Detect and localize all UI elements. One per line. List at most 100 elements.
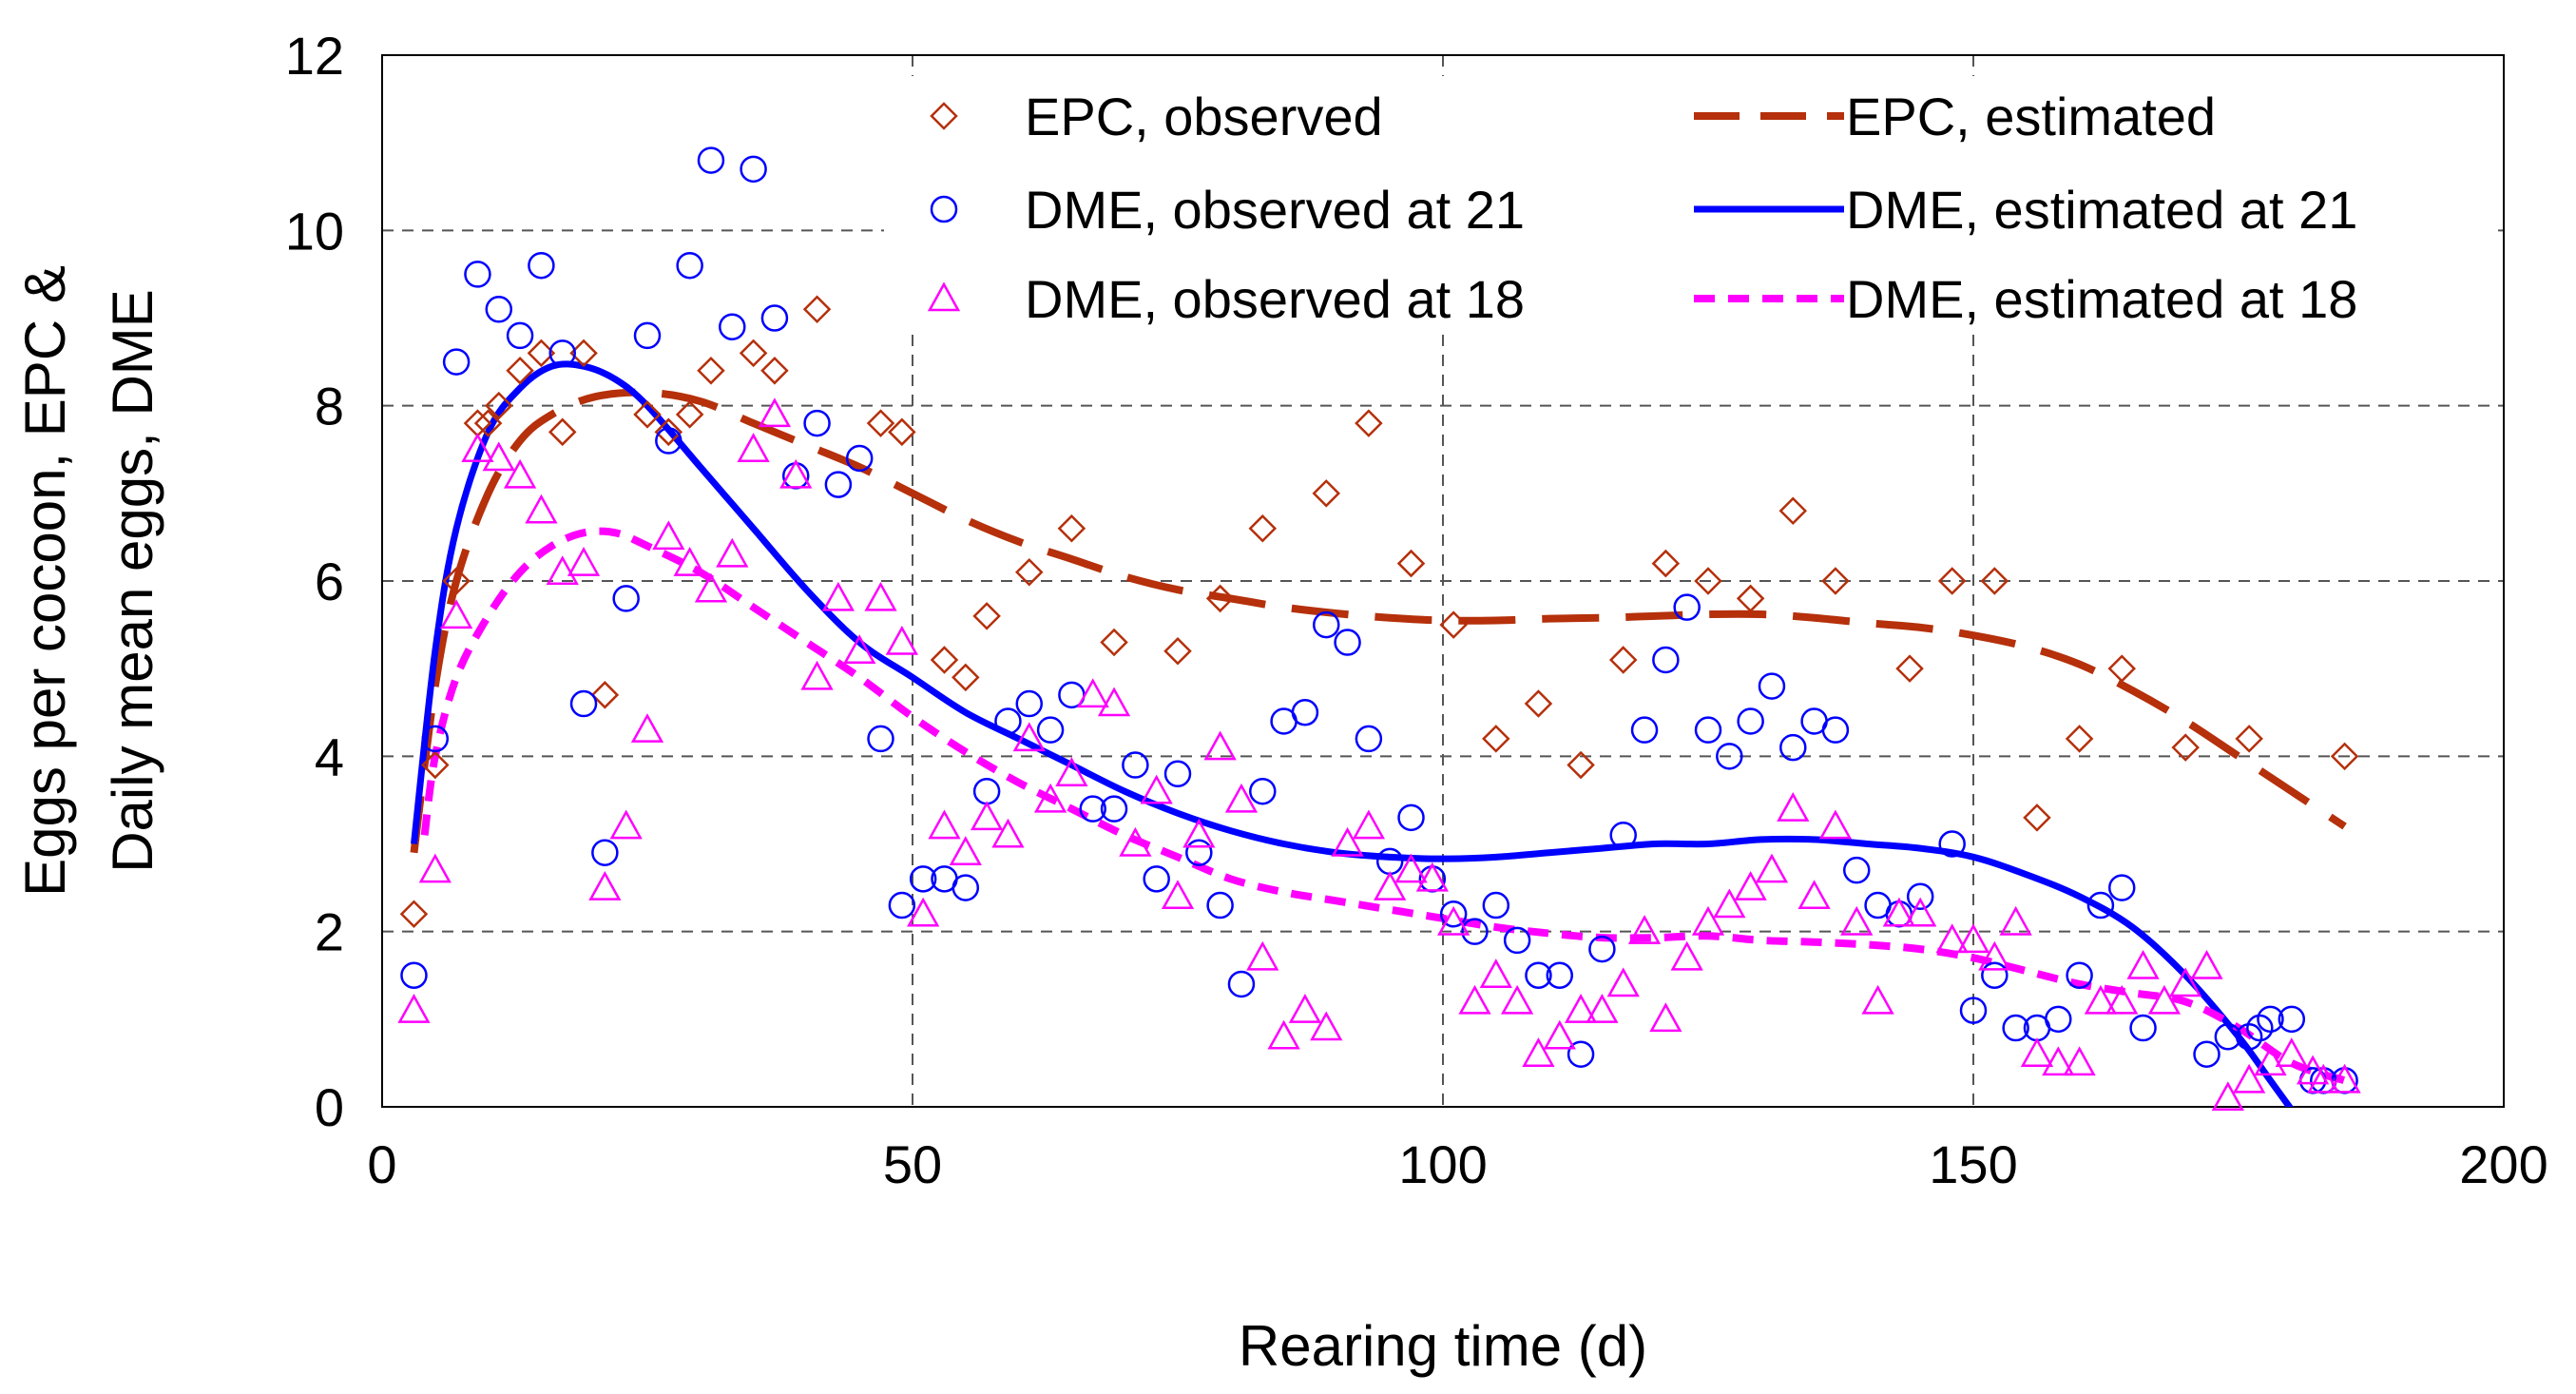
legend-label: EPC, estimated bbox=[1846, 87, 2216, 146]
point-dme-observed-at-18 bbox=[1203, 730, 1237, 761]
point-epc-observed bbox=[1439, 610, 1468, 639]
y-tick-label: 10 bbox=[285, 201, 344, 261]
point-epc-observed bbox=[1312, 479, 1341, 508]
point-dme-observed-at-21 bbox=[2278, 1005, 2306, 1034]
point-dme-observed-at-18 bbox=[397, 994, 431, 1023]
point-dme-observed-at-21 bbox=[528, 251, 555, 280]
point-dme-observed-at-21 bbox=[1546, 961, 1574, 989]
point-dme-observed-at-18 bbox=[1182, 818, 1216, 848]
point-dme-observed-at-18 bbox=[864, 581, 897, 611]
y-tick-label: 0 bbox=[315, 1077, 344, 1137]
point-dme-observed-at-21 bbox=[1981, 961, 2009, 989]
point-dme-observed-at-21 bbox=[655, 427, 682, 455]
point-dme-observed-at-18 bbox=[2307, 1063, 2340, 1094]
point-dme-observed-at-18 bbox=[546, 555, 579, 586]
point-epc-observed bbox=[2107, 654, 2137, 683]
legend-marker bbox=[930, 102, 958, 130]
point-dme-observed-at-18 bbox=[1797, 880, 1831, 910]
point-epc-observed bbox=[473, 409, 503, 437]
legend-marker bbox=[927, 281, 961, 312]
point-epc-observed bbox=[1014, 558, 1044, 587]
point-dme-observed-at-18 bbox=[482, 441, 515, 472]
point-dme-observed-at-21 bbox=[1015, 689, 1044, 718]
point-epc-observed bbox=[1524, 689, 1553, 718]
point-dme-observed-at-21 bbox=[1525, 961, 1552, 989]
point-dme-observed-at-18 bbox=[1458, 984, 1491, 1015]
point-dme-observed-at-21 bbox=[400, 961, 428, 989]
point-dme-observed-at-21 bbox=[1355, 725, 1383, 753]
point-dme-observed-at-21 bbox=[2214, 1023, 2242, 1051]
point-dme-observed-at-21 bbox=[1938, 830, 1966, 858]
point-dme-observed-at-21 bbox=[1737, 707, 1764, 735]
point-dme-observed-at-21 bbox=[633, 321, 662, 350]
point-dme-observed-at-21 bbox=[1694, 716, 1722, 744]
legend-label: EPC, observed bbox=[1025, 87, 1383, 146]
point-dme-observed-at-18 bbox=[1670, 940, 1703, 971]
point-dme-observed-at-18 bbox=[907, 897, 940, 927]
point-dme-observed-at-18 bbox=[1012, 722, 1046, 752]
point-dme-observed-at-21 bbox=[485, 296, 513, 323]
point-dme-observed-at-18 bbox=[1500, 984, 1534, 1015]
y-axis-title-line-1: Eggs per cocoon, EPC & bbox=[13, 265, 77, 897]
y-axis-ticks: 0 2 4 6 8 10 12 bbox=[285, 26, 344, 1137]
point-dme-observed-at-21 bbox=[1397, 803, 1425, 832]
point-epc-observed bbox=[1567, 750, 1595, 780]
curve-dme-estimated-at-18 bbox=[420, 527, 2346, 1085]
point-dme-observed-at-18 bbox=[1713, 888, 1746, 919]
point-dme-observed-at-18 bbox=[1904, 897, 1937, 927]
point-dme-observed-at-18 bbox=[2254, 1046, 2287, 1076]
point-dme-observed-at-18 bbox=[1437, 905, 1471, 936]
point-epc-observed bbox=[1396, 549, 1426, 578]
point-dme-observed-at-18 bbox=[525, 494, 558, 524]
point-dme-observed-at-18 bbox=[2042, 1046, 2075, 1076]
point-dme-observed-at-18 bbox=[1627, 915, 1662, 944]
point-epc-observed bbox=[866, 409, 895, 437]
point-dme-observed-at-21 bbox=[1482, 891, 1510, 920]
y-axis-title-line-2: Daily mean eggs, DME bbox=[101, 289, 164, 873]
point-dme-observed-at-21 bbox=[1227, 970, 1256, 998]
point-epc-observed bbox=[2235, 725, 2263, 753]
point-dme-observed-at-21 bbox=[972, 777, 1001, 805]
point-dme-observed-at-18 bbox=[418, 853, 452, 883]
point-dme-observed-at-18 bbox=[1935, 923, 1969, 954]
point-dme-observed-at-21 bbox=[1609, 822, 1637, 849]
point-epc-observed bbox=[739, 339, 768, 368]
point-dme-observed-at-18 bbox=[1119, 826, 1152, 857]
point-dme-observed-at-21 bbox=[548, 339, 576, 367]
point-dme-observed-at-18 bbox=[928, 809, 961, 840]
point-epc-observed bbox=[654, 417, 683, 447]
point-dme-observed-at-18 bbox=[2328, 1063, 2361, 1094]
point-dme-observed-at-21 bbox=[845, 444, 874, 473]
point-dme-observed-at-18 bbox=[1140, 774, 1173, 804]
point-dme-observed-at-18 bbox=[949, 836, 982, 865]
point-epc-observed bbox=[2065, 725, 2094, 753]
point-dme-observed-at-18 bbox=[1691, 905, 1725, 936]
point-dme-observed-at-18 bbox=[1586, 994, 1619, 1023]
point-dme-observed-at-21 bbox=[2066, 961, 2093, 989]
point-dme-observed-at-18 bbox=[1522, 1037, 1555, 1067]
point-dme-observed-at-18 bbox=[2190, 949, 2223, 979]
point-epc-observed bbox=[1355, 409, 1383, 437]
y-axis-title: Eggs per cocoon, EPC & Daily mean eggs, … bbox=[13, 265, 164, 897]
point-dme-observed-at-21 bbox=[909, 865, 937, 893]
point-dme-observed-at-18 bbox=[1734, 871, 1767, 900]
point-epc-observed bbox=[760, 357, 789, 385]
point-dme-observed-at-21 bbox=[1821, 716, 1850, 744]
legend-marker bbox=[930, 195, 958, 223]
point-epc-observed bbox=[802, 295, 832, 324]
point-dme-observed-at-18 bbox=[2126, 949, 2160, 979]
point-epc-observed bbox=[1482, 725, 1510, 753]
point-dme-observed-at-21 bbox=[2129, 1014, 2157, 1042]
point-dme-observed-at-21 bbox=[1312, 610, 1340, 639]
point-dme-observed-at-18 bbox=[609, 809, 643, 840]
point-dme-observed-at-18 bbox=[1999, 905, 2032, 936]
point-epc-observed bbox=[527, 339, 556, 368]
point-dme-observed-at-21 bbox=[1461, 918, 1489, 945]
point-dme-observed-at-18 bbox=[1224, 783, 1259, 813]
point-epc-observed bbox=[569, 339, 598, 368]
point-dme-observed-at-21 bbox=[994, 707, 1022, 735]
point-dme-observed-at-21 bbox=[612, 585, 640, 612]
point-epc-observed bbox=[399, 900, 429, 929]
point-epc-observed bbox=[1694, 567, 1722, 595]
point-epc-observed bbox=[1205, 584, 1235, 613]
